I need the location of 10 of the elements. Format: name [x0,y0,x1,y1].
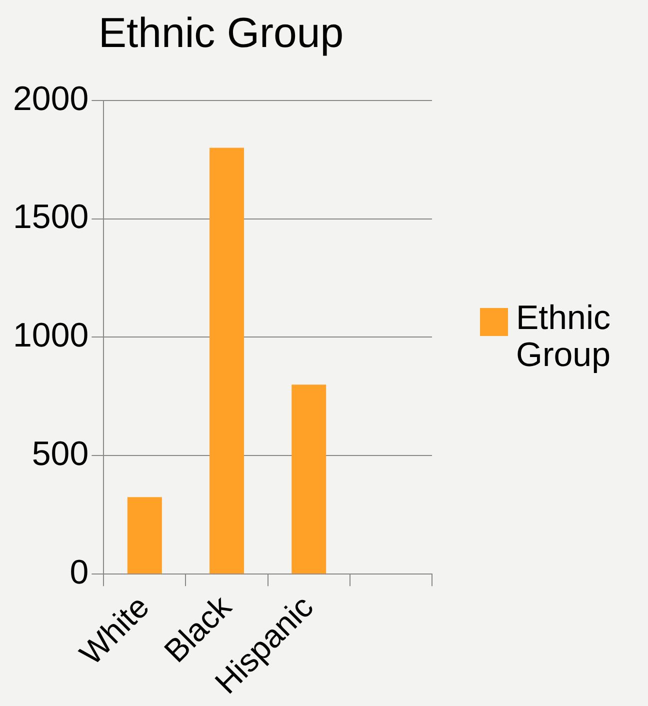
bar [210,148,244,574]
y-tick-label: 2000 [12,80,89,118]
legend-label: Ethnic Group [516,298,612,375]
y-tick-label: 1500 [12,198,89,236]
y-tick-label: 0 [70,553,89,592]
chart-title: Ethnic Group [98,8,344,56]
y-tick-label: 500 [32,435,89,474]
y-tick-label: 1000 [12,316,89,355]
bar [292,384,326,574]
bar [127,497,162,574]
